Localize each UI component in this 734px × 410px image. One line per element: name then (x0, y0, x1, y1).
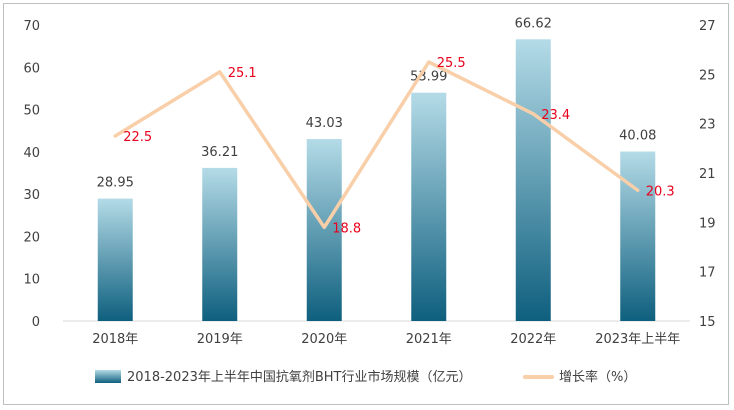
legend: 2018-2023年上半年中国抗氧剂BHT行业市场规模（亿元） 增长率（%） (95, 369, 636, 385)
category-labels: 2018年 2019年 2020年 2021年 2022年 2023年上半年 (92, 332, 680, 347)
rate-value-label: 25.1 (228, 66, 257, 81)
bar-value-label: 43.03 (306, 116, 343, 131)
bar (97, 198, 133, 321)
category-label: 2023年上半年 (595, 332, 680, 347)
category-label: 2020年 (301, 332, 347, 347)
bar-value-label: 28.95 (97, 176, 134, 191)
right-axis-ticks: 15 17 19 21 23 25 27 (699, 19, 716, 330)
left-tick-label: 70 (23, 19, 40, 34)
left-axis-ticks: 0 10 20 30 40 50 60 70 (23, 19, 40, 330)
right-tick-label: 23 (699, 118, 716, 133)
left-tick-label: 10 (23, 273, 40, 288)
bar (306, 139, 342, 321)
right-tick-label: 27 (699, 19, 716, 34)
left-tick-label: 0 (32, 315, 40, 330)
rate-value-label: 23.4 (541, 108, 570, 123)
line-series: 22.5 25.1 18.8 25.5 23.4 20.3 (113, 56, 675, 236)
bar-value-label: 66.62 (515, 16, 552, 31)
left-tick-label: 30 (23, 188, 40, 203)
bar (515, 39, 551, 321)
category-label: 2021年 (406, 332, 452, 347)
bar (411, 92, 447, 321)
left-tick-label: 60 (23, 61, 40, 76)
right-tick-label: 15 (699, 315, 716, 330)
bar (620, 151, 656, 321)
bar (202, 167, 238, 321)
rate-value-label: 22.5 (123, 130, 152, 145)
rate-value-label: 25.5 (437, 56, 466, 71)
right-tick-label: 17 (699, 266, 716, 281)
left-tick-label: 20 (23, 230, 40, 245)
left-tick-label: 40 (23, 146, 40, 161)
rate-value-label: 20.3 (646, 184, 675, 199)
legend-bar-label: 2018-2023年上半年中国抗氧剂BHT行业市场规模（亿元） (127, 369, 472, 385)
legend-line-label: 增长率（%） (559, 369, 636, 385)
right-tick-label: 25 (699, 68, 716, 83)
bar-value-label: 40.08 (619, 129, 656, 144)
left-tick-label: 50 (23, 104, 40, 119)
category-label: 2018年 (92, 332, 138, 347)
bar-value-label: 36.21 (201, 145, 238, 160)
category-label: 2022年 (510, 332, 556, 347)
right-tick-label: 19 (699, 216, 716, 231)
right-tick-label: 21 (699, 167, 716, 182)
category-label: 2019年 (197, 332, 243, 347)
growth-rate-line (113, 60, 640, 230)
legend-bar-swatch (95, 370, 121, 383)
rate-value-label: 18.8 (332, 221, 361, 236)
